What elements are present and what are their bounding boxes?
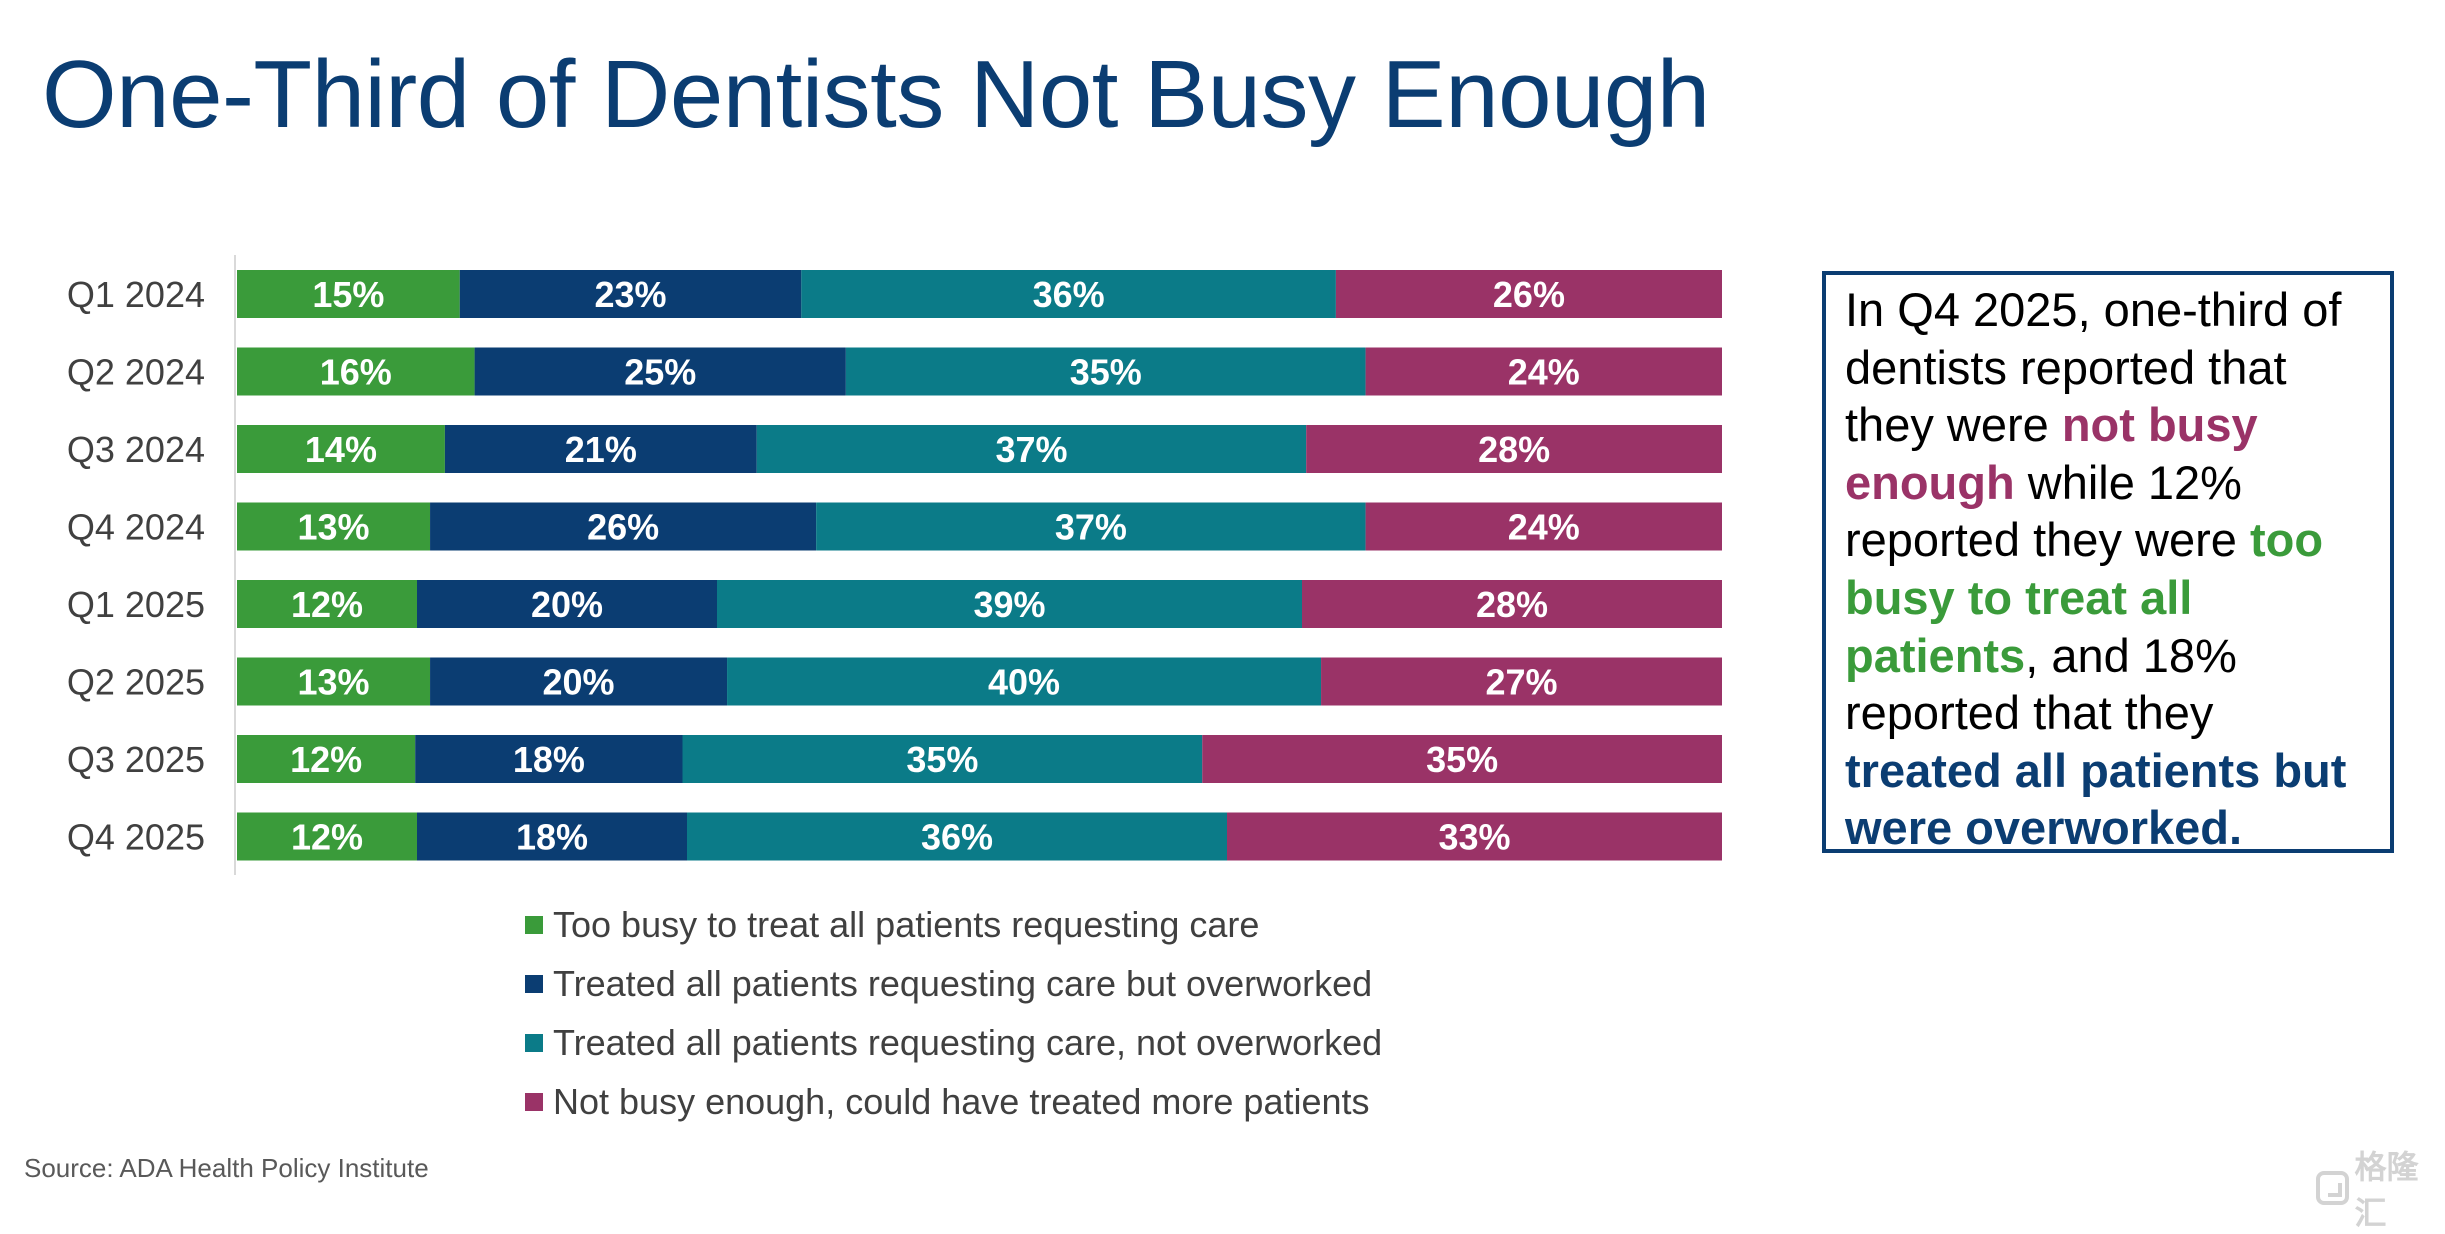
- watermark-logo-icon: [2316, 1171, 2349, 1205]
- data-label-q3-2024-series-3: 28%: [1478, 429, 1550, 470]
- watermark: 格隆汇: [2316, 1142, 2445, 1234]
- data-label-q4-2025-series-1: 18%: [516, 817, 588, 858]
- data-label-q2-2025-series-3: 27%: [1485, 662, 1557, 703]
- category-label-q2-2024: Q2 2024: [67, 352, 205, 393]
- legend-item-2: Treated all patients requesting care, no…: [525, 1013, 1382, 1072]
- legend-item-1: Treated all patients requesting care but…: [525, 954, 1382, 1013]
- bars-group: 15% 23% 36% 26% 16% 25% 35% 24% 14% 21% 37% 28% 13% 2…: [237, 270, 1722, 861]
- legend-label-3: Not busy enough, could have treated more…: [553, 1081, 1370, 1123]
- legend-item-3: Not busy enough, could have treated more…: [525, 1072, 1382, 1131]
- data-label-q1-2025-series-0: 12%: [291, 584, 363, 625]
- data-label-q2-2025-series-1: 20%: [543, 662, 615, 703]
- data-label-q4-2024-series-0: 13%: [297, 507, 369, 548]
- legend-label-1: Treated all patients requesting care but…: [553, 963, 1372, 1005]
- category-label-q1-2025: Q1 2025: [67, 584, 205, 625]
- legend-swatch-1: [525, 975, 543, 993]
- data-label-q2-2024-series-3: 24%: [1508, 352, 1580, 393]
- callout-text-part-5: treated all patients but were overworked…: [1845, 744, 2346, 855]
- category-labels-group: Q1 2024 Q2 2024 Q3 2024 Q4 2024 Q1 2025 Q2 20…: [67, 274, 205, 858]
- legend-label-0: Too busy to treat all patients requestin…: [553, 904, 1259, 946]
- data-label-q3-2024-series-0: 14%: [305, 429, 377, 470]
- data-label-q4-2024-series-2: 37%: [1055, 507, 1127, 548]
- data-label-q2-2025-series-0: 13%: [297, 662, 369, 703]
- legend: Too busy to treat all patients requestin…: [525, 895, 1382, 1131]
- data-label-q2-2025-series-2: 40%: [988, 662, 1060, 703]
- summary-callout: In Q4 2025, one-third of dentists report…: [1822, 271, 2394, 853]
- data-label-q1-2025-series-1: 20%: [531, 584, 603, 625]
- data-label-q2-2024-series-1: 25%: [624, 352, 696, 393]
- legend-swatch-3: [525, 1093, 543, 1111]
- legend-swatch-2: [525, 1034, 543, 1052]
- data-label-q3-2024-series-2: 37%: [995, 429, 1067, 470]
- data-label-q1-2025-series-2: 39%: [973, 584, 1045, 625]
- data-label-q1-2024-series-2: 36%: [1033, 274, 1105, 315]
- data-label-q2-2024-series-2: 35%: [1070, 352, 1142, 393]
- category-label-q3-2024: Q3 2024: [67, 429, 205, 470]
- data-label-q4-2025-series-3: 33%: [1438, 817, 1510, 858]
- page-title: One-Third of Dentists Not Busy Enough: [42, 40, 1710, 150]
- category-label-q4-2024: Q4 2024: [67, 507, 205, 548]
- category-label-q1-2024: Q1 2024: [67, 274, 205, 315]
- data-label-q4-2025-series-2: 36%: [921, 817, 993, 858]
- data-label-q3-2024-series-1: 21%: [565, 429, 637, 470]
- legend-swatch-0: [525, 916, 543, 934]
- data-label-q1-2024-series-1: 23%: [594, 274, 666, 315]
- data-label-q4-2024-series-3: 24%: [1508, 507, 1580, 548]
- data-label-q2-2024-series-0: 16%: [320, 352, 392, 393]
- data-label-q1-2024-series-0: 15%: [312, 274, 384, 315]
- data-label-q3-2025-series-0: 12%: [290, 739, 362, 780]
- legend-item-0: Too busy to treat all patients requestin…: [525, 895, 1382, 954]
- data-label-q1-2025-series-3: 28%: [1476, 584, 1548, 625]
- category-label-q2-2025: Q2 2025: [67, 662, 205, 703]
- category-label-q4-2025: Q4 2025: [67, 817, 205, 858]
- data-label-q4-2025-series-0: 12%: [291, 817, 363, 858]
- data-label-q1-2024-series-3: 26%: [1493, 274, 1565, 315]
- watermark-text: 格隆汇: [2355, 1142, 2445, 1234]
- data-label-q3-2025-series-1: 18%: [513, 739, 585, 780]
- category-label-q3-2025: Q3 2025: [67, 739, 205, 780]
- data-label-q4-2024-series-1: 26%: [587, 507, 659, 548]
- data-label-q3-2025-series-2: 35%: [906, 739, 978, 780]
- data-label-q3-2025-series-3: 35%: [1426, 739, 1498, 780]
- source-note: Source: ADA Health Policy Institute: [24, 1153, 429, 1184]
- legend-label-2: Treated all patients requesting care, no…: [553, 1022, 1382, 1064]
- stacked-bar-chart: 15% 23% 36% 26% 16% 25% 35% 24% 14% 21% 37% 28% 13% 2…: [0, 240, 1760, 880]
